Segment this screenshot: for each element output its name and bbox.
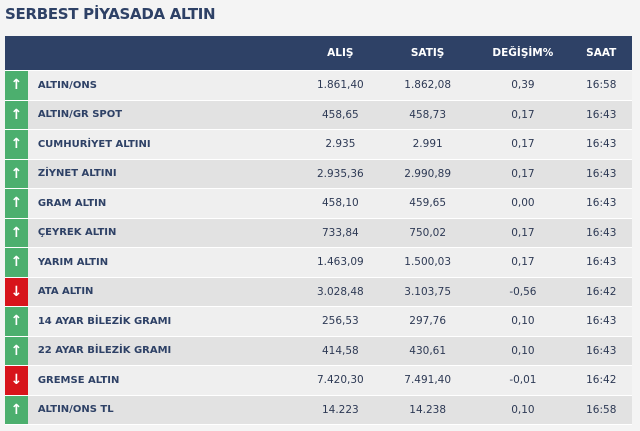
row-name[interactable]: 14 AYAR BİLEZİK GRAMI (37, 315, 172, 327)
arrow-up-icon: ↑ (5, 248, 28, 277)
row-name[interactable]: ZİYNET ALTINI (37, 168, 117, 180)
row-buy: 458,10 (321, 197, 359, 210)
row-name[interactable]: 22 AYAR BİLEZİK GRAMI (37, 345, 172, 357)
row-name[interactable]: GREMSE ALTIN (37, 374, 120, 386)
row-sell: 2.991 (412, 138, 443, 151)
row-sell: 14.238 (409, 403, 447, 416)
row-buy: 3.028,48 (316, 285, 364, 298)
row-time: 16:42 (586, 374, 617, 387)
table-row[interactable]: ↑ 22 AYAR BİLEZİK GRAMI 414,58 430,61 0,10 16… (5, 336, 632, 366)
row-sell: 458,73 (409, 108, 447, 121)
row-time: 16:43 (586, 138, 617, 151)
table-row[interactable]: ↑ ÇEYREK ALTIN 733,84 750,02 0,17 16:43 (5, 218, 632, 248)
arrow-up-icon: ↑ (5, 130, 28, 159)
row-buy: 414,58 (321, 344, 359, 357)
row-name[interactable]: YARIM ALTIN (37, 256, 109, 268)
row-change: -0,56 (509, 285, 537, 298)
arrow-up-icon: ↑ (5, 395, 28, 424)
row-name[interactable]: CUMHURİYET ALTINI (37, 138, 151, 150)
row-time: 16:58 (586, 79, 617, 92)
row-buy: 458,65 (321, 108, 359, 121)
arrow-up-icon: ↑ (5, 189, 28, 218)
table-row[interactable]: ↑ GRAM ALTIN 458,10 459,65 0,00 16:43 (5, 189, 632, 219)
row-buy: 1.463,09 (316, 256, 364, 269)
row-change: 0,17 (511, 167, 535, 180)
row-change: 0,17 (511, 256, 535, 269)
row-buy: 2.935,36 (316, 167, 364, 180)
table-row[interactable]: ↑ ALTIN/GR SPOT 458,65 458,73 0,17 16:43 (5, 100, 632, 130)
row-sell: 750,02 (409, 226, 447, 239)
row-change: 0,10 (511, 403, 535, 416)
gold-price-table: ALIŞ SATIŞ DEĞİŞİM% SAAT ↑ ALTIN/ONS 1.861… (5, 36, 632, 425)
header-buy[interactable]: ALIŞ (327, 47, 354, 59)
row-buy: 1.861,40 (316, 79, 364, 92)
row-buy: 733,84 (321, 226, 359, 239)
row-time: 16:43 (586, 315, 617, 328)
row-time: 16:58 (586, 403, 617, 416)
table-row[interactable]: ↑ YARIM ALTIN 1.463,09 1.500,03 0,17 16:43 (5, 248, 632, 278)
row-buy: 7.420,30 (316, 374, 364, 387)
row-time: 16:43 (586, 108, 617, 121)
table-header: ALIŞ SATIŞ DEĞİŞİM% SAAT (5, 36, 632, 71)
row-change: 0,17 (511, 226, 535, 239)
row-name[interactable]: GRAM ALTIN (37, 197, 107, 209)
arrow-down-icon: ↓ (5, 277, 28, 306)
table-row[interactable]: ↓ GREMSE ALTIN 7.420,30 7.491,40 -0,01 16:42 (5, 366, 632, 396)
row-name[interactable]: ALTIN/GR SPOT (37, 109, 123, 121)
row-sell: 1.862,08 (404, 79, 452, 92)
row-sell: 7.491,40 (404, 374, 452, 387)
row-name[interactable]: ÇEYREK ALTIN (37, 227, 117, 239)
table-row[interactable]: ↑ ALTIN/ONS TL 14.223 14.238 0,10 16:58 (5, 395, 632, 425)
row-change: -0,01 (509, 374, 537, 387)
table-row[interactable]: ↑ ALTIN/ONS 1.861,40 1.862,08 0,39 16:58 (5, 71, 632, 101)
row-sell: 297,76 (409, 315, 447, 328)
row-change: 0,10 (511, 344, 535, 357)
table-row[interactable]: ↑ CUMHURİYET ALTINI 2.935 2.991 0,17 16:43 (5, 130, 632, 160)
page-title: SERBEST PİYASADA ALTIN (5, 5, 216, 23)
row-time: 16:43 (586, 344, 617, 357)
header-sell[interactable]: SATIŞ (410, 47, 445, 59)
table-row[interactable]: ↑ 14 AYAR BİLEZİK GRAMI 256,53 297,76 0,10 16… (5, 307, 632, 337)
row-sell: 430,61 (409, 344, 447, 357)
arrow-up-icon: ↑ (5, 336, 28, 365)
arrow-up-icon: ↑ (5, 71, 28, 100)
row-change: 0,17 (511, 108, 535, 121)
row-sell: 2.990,89 (404, 167, 452, 180)
row-time: 16:43 (586, 197, 617, 210)
row-name[interactable]: ALTIN/ONS (37, 79, 97, 91)
row-time: 16:43 (586, 167, 617, 180)
row-sell: 459,65 (409, 197, 447, 210)
row-buy: 256,53 (321, 315, 359, 328)
row-time: 16:43 (586, 226, 617, 239)
row-change: 0,10 (511, 315, 535, 328)
arrow-up-icon: ↑ (5, 159, 28, 188)
row-sell: 3.103,75 (404, 285, 452, 298)
row-change: 0,39 (511, 79, 535, 92)
arrow-up-icon: ↑ (5, 307, 28, 336)
header-time[interactable]: SAAT (586, 47, 617, 59)
table-row[interactable]: ↓ ATA ALTIN 3.028,48 3.103,75 -0,56 16:42 (5, 277, 632, 307)
arrow-up-icon: ↑ (5, 218, 28, 247)
row-name[interactable]: ATA ALTIN (37, 286, 94, 298)
row-name[interactable]: ALTIN/ONS TL (37, 404, 114, 416)
row-time: 16:42 (586, 285, 617, 298)
row-sell: 1.500,03 (404, 256, 452, 269)
row-time: 16:43 (586, 256, 617, 269)
row-change: 0,00 (511, 197, 535, 210)
row-change: 0,17 (511, 138, 535, 151)
row-buy: 14.223 (321, 403, 359, 416)
arrow-down-icon: ↓ (5, 366, 28, 395)
header-change[interactable]: DEĞİŞİM% (492, 47, 554, 59)
arrow-up-icon: ↑ (5, 100, 28, 129)
table-body: ↑ ALTIN/ONS 1.861,40 1.862,08 0,39 16:58 ↑ ALTI… (5, 71, 632, 425)
table-row[interactable]: ↑ ZİYNET ALTINI 2.935,36 2.990,89 0,17 16:43 (5, 159, 632, 189)
row-buy: 2.935 (325, 138, 356, 151)
